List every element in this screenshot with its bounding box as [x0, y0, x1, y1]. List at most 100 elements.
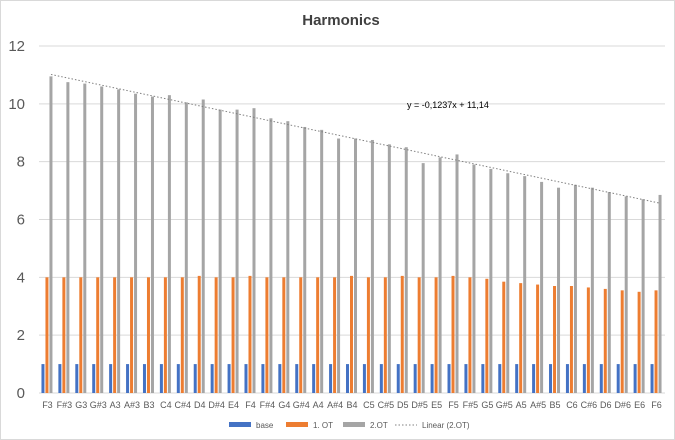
legend-swatch [343, 422, 365, 427]
bar-base [193, 364, 197, 393]
legend-label: 2.OT [370, 421, 388, 430]
bar-2ot [624, 196, 628, 393]
bar-2ot [252, 108, 256, 393]
bar-2ot [641, 199, 645, 393]
bar-1ot [180, 277, 184, 393]
bar-base [379, 364, 383, 393]
bar-1ot [231, 277, 235, 393]
bar-1ot [569, 286, 573, 393]
bar-base [278, 364, 282, 393]
bar-base [142, 364, 146, 393]
legend-label: base [256, 421, 274, 430]
bar-base [565, 364, 569, 393]
y-tick-label: 0 [17, 385, 25, 402]
bar-base [599, 364, 603, 393]
y-axis-ticks: 0 2 4 6 8 10 12 [8, 38, 25, 402]
bar-1ot [299, 277, 303, 393]
bar-base [498, 364, 502, 393]
bar-2ot [455, 154, 459, 393]
bar-base [210, 364, 214, 393]
bar-base [244, 364, 248, 393]
legend[interactable]: base 1. OT 2.OT Linear (2.OT) [229, 421, 470, 430]
bar-2ot [320, 129, 324, 393]
x-tick-label: D5 [397, 400, 409, 410]
bar-1ot [282, 277, 286, 393]
x-tick-label: D6 [600, 400, 612, 410]
bar-base [261, 364, 265, 393]
bar-2ot [370, 139, 374, 393]
trendline-layer [50, 73, 661, 204]
bar-2ot [658, 194, 662, 393]
x-tick-label: B4 [346, 400, 357, 410]
bar-1ot [417, 277, 421, 393]
bar-2ot [506, 173, 510, 393]
bar-2ot [201, 99, 205, 393]
bars [41, 76, 662, 394]
bar-base [515, 364, 519, 393]
x-tick-label: G3 [75, 400, 87, 410]
y-tick-label: 8 [17, 154, 25, 171]
bar-2ot [404, 147, 408, 393]
x-tick-label: F5 [448, 400, 459, 410]
bar-1ot [265, 277, 269, 393]
y-tick-label: 12 [8, 38, 25, 55]
bar-2ot [83, 83, 87, 393]
y-tick-label: 6 [17, 212, 25, 229]
x-tick-label: D#5 [411, 400, 428, 410]
bar-base [329, 364, 333, 393]
x-tick-label: C#5 [378, 400, 395, 410]
x-tick-label: F#3 [57, 400, 73, 410]
x-tick-label: C5 [363, 400, 375, 410]
bar-2ot [218, 109, 222, 393]
bar-1ot [214, 277, 218, 393]
legend-swatch [286, 422, 308, 427]
bar-1ot [553, 286, 557, 393]
bar-base [633, 364, 637, 393]
bar-base [92, 364, 96, 393]
bar-1ot [113, 277, 117, 393]
legend-label: Linear (2.OT) [422, 421, 470, 430]
bar-2ot [286, 121, 290, 393]
bar-2ot [337, 138, 341, 393]
x-tick-label: G#3 [90, 400, 107, 410]
bar-base [549, 364, 553, 393]
x-tick-label: G5 [481, 400, 493, 410]
bar-base [346, 364, 349, 393]
bar-2ot [573, 184, 577, 393]
x-tick-label: D#6 [614, 400, 631, 410]
x-tick-label: E5 [431, 400, 442, 410]
bar-1ot [163, 277, 167, 393]
x-tick-label: C#6 [581, 400, 598, 410]
bar-2ot [235, 109, 239, 393]
x-tick-label: C4 [160, 400, 172, 410]
x-tick-label: G4 [278, 400, 290, 410]
bar-2ot [100, 86, 104, 393]
bar-base [481, 364, 485, 393]
x-tick-label: D4 [194, 400, 206, 410]
bar-2ot [354, 138, 357, 393]
x-tick-label: A4 [313, 400, 324, 410]
bar-2ot [303, 126, 307, 393]
bar-2ot [523, 176, 527, 393]
x-tick-label: B5 [550, 400, 561, 410]
y-tick-label: 4 [17, 269, 25, 286]
x-tick-label: E4 [228, 400, 239, 410]
bar-1ot [383, 277, 387, 393]
bar-base [362, 364, 366, 393]
x-tick-label: A#4 [327, 400, 343, 410]
bar-base [413, 364, 417, 393]
bar-base [227, 364, 231, 393]
bar-1ot [400, 275, 404, 393]
bar-2ot [49, 76, 53, 394]
bar-2ot [387, 144, 391, 393]
bar-base [464, 364, 468, 393]
bar-1ot [654, 290, 658, 393]
bar-1ot [468, 277, 472, 393]
bar-1ot [197, 275, 201, 393]
bar-1ot [62, 277, 66, 393]
bar-1ot [366, 277, 370, 393]
bar-2ot [134, 93, 138, 394]
x-tick-label: F6 [651, 400, 662, 410]
